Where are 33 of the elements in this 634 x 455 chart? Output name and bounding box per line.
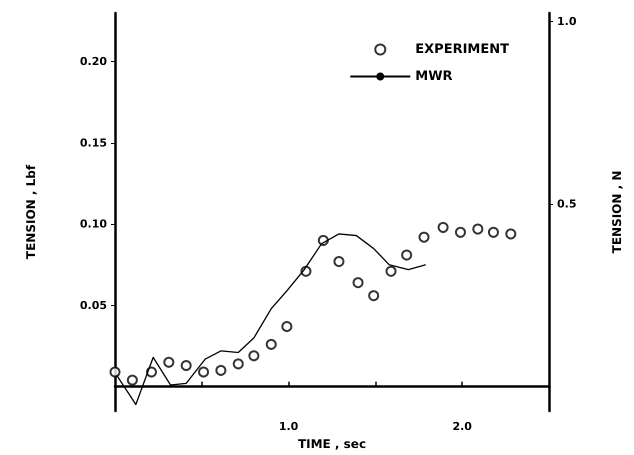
- point: [266, 338, 277, 350]
- point: [333, 256, 344, 268]
- point: [180, 360, 192, 372]
- legend-label: MWR: [415, 69, 453, 84]
- y2-tick-label: 1.0: [557, 14, 577, 28]
- point: [232, 358, 244, 370]
- point: [352, 277, 364, 288]
- y2-axis-title: TENSION , N: [610, 170, 624, 254]
- x-axis-title: TIME , sec: [298, 437, 366, 451]
- point: [126, 374, 138, 386]
- y-tick-label: 0.20: [80, 55, 108, 68]
- point: [488, 226, 499, 238]
- point: [368, 290, 380, 302]
- y-tick-label: 0.05: [80, 298, 107, 312]
- legend-label: EXPERIMENT: [415, 42, 510, 57]
- x-tick-label: 2.0: [452, 420, 472, 433]
- point: [110, 366, 120, 378]
- point: [215, 364, 226, 376]
- point: [418, 232, 430, 243]
- point: [472, 224, 484, 235]
- point: [386, 266, 397, 277]
- point: [438, 222, 449, 233]
- y-axis-title: TENSION , Lbf: [24, 164, 38, 260]
- point: [454, 226, 466, 238]
- point: [163, 356, 174, 368]
- point: [248, 350, 260, 362]
- y-tick-label: 0.10: [80, 218, 108, 231]
- point: [401, 250, 412, 261]
- point: [198, 366, 210, 378]
- y2-tick-label: 0.5: [557, 197, 576, 210]
- point: [281, 321, 292, 332]
- y-tick-label: 0.15: [80, 136, 107, 150]
- point: [505, 228, 516, 240]
